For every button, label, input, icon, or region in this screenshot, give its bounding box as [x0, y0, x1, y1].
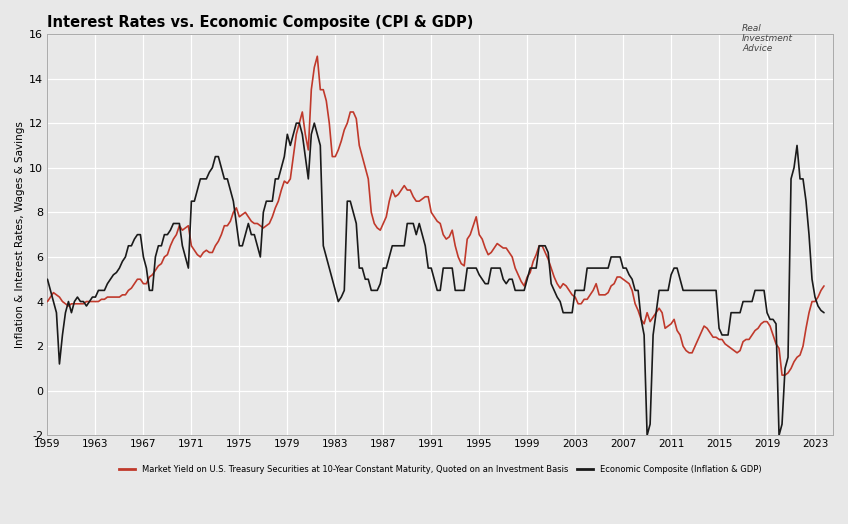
Text: Interest Rates vs. Economic Composite (CPI & GDP): Interest Rates vs. Economic Composite (C…: [47, 15, 474, 30]
Legend: Market Yield on U.S. Treasury Securities at 10-Year Constant Maturity, Quoted on: Market Yield on U.S. Treasury Securities…: [115, 462, 765, 477]
Y-axis label: Inflation & Interest Rates, Wages & Savings: Inflation & Interest Rates, Wages & Savi…: [15, 121, 25, 348]
Text: Real
Investment
Advice: Real Investment Advice: [742, 24, 793, 53]
